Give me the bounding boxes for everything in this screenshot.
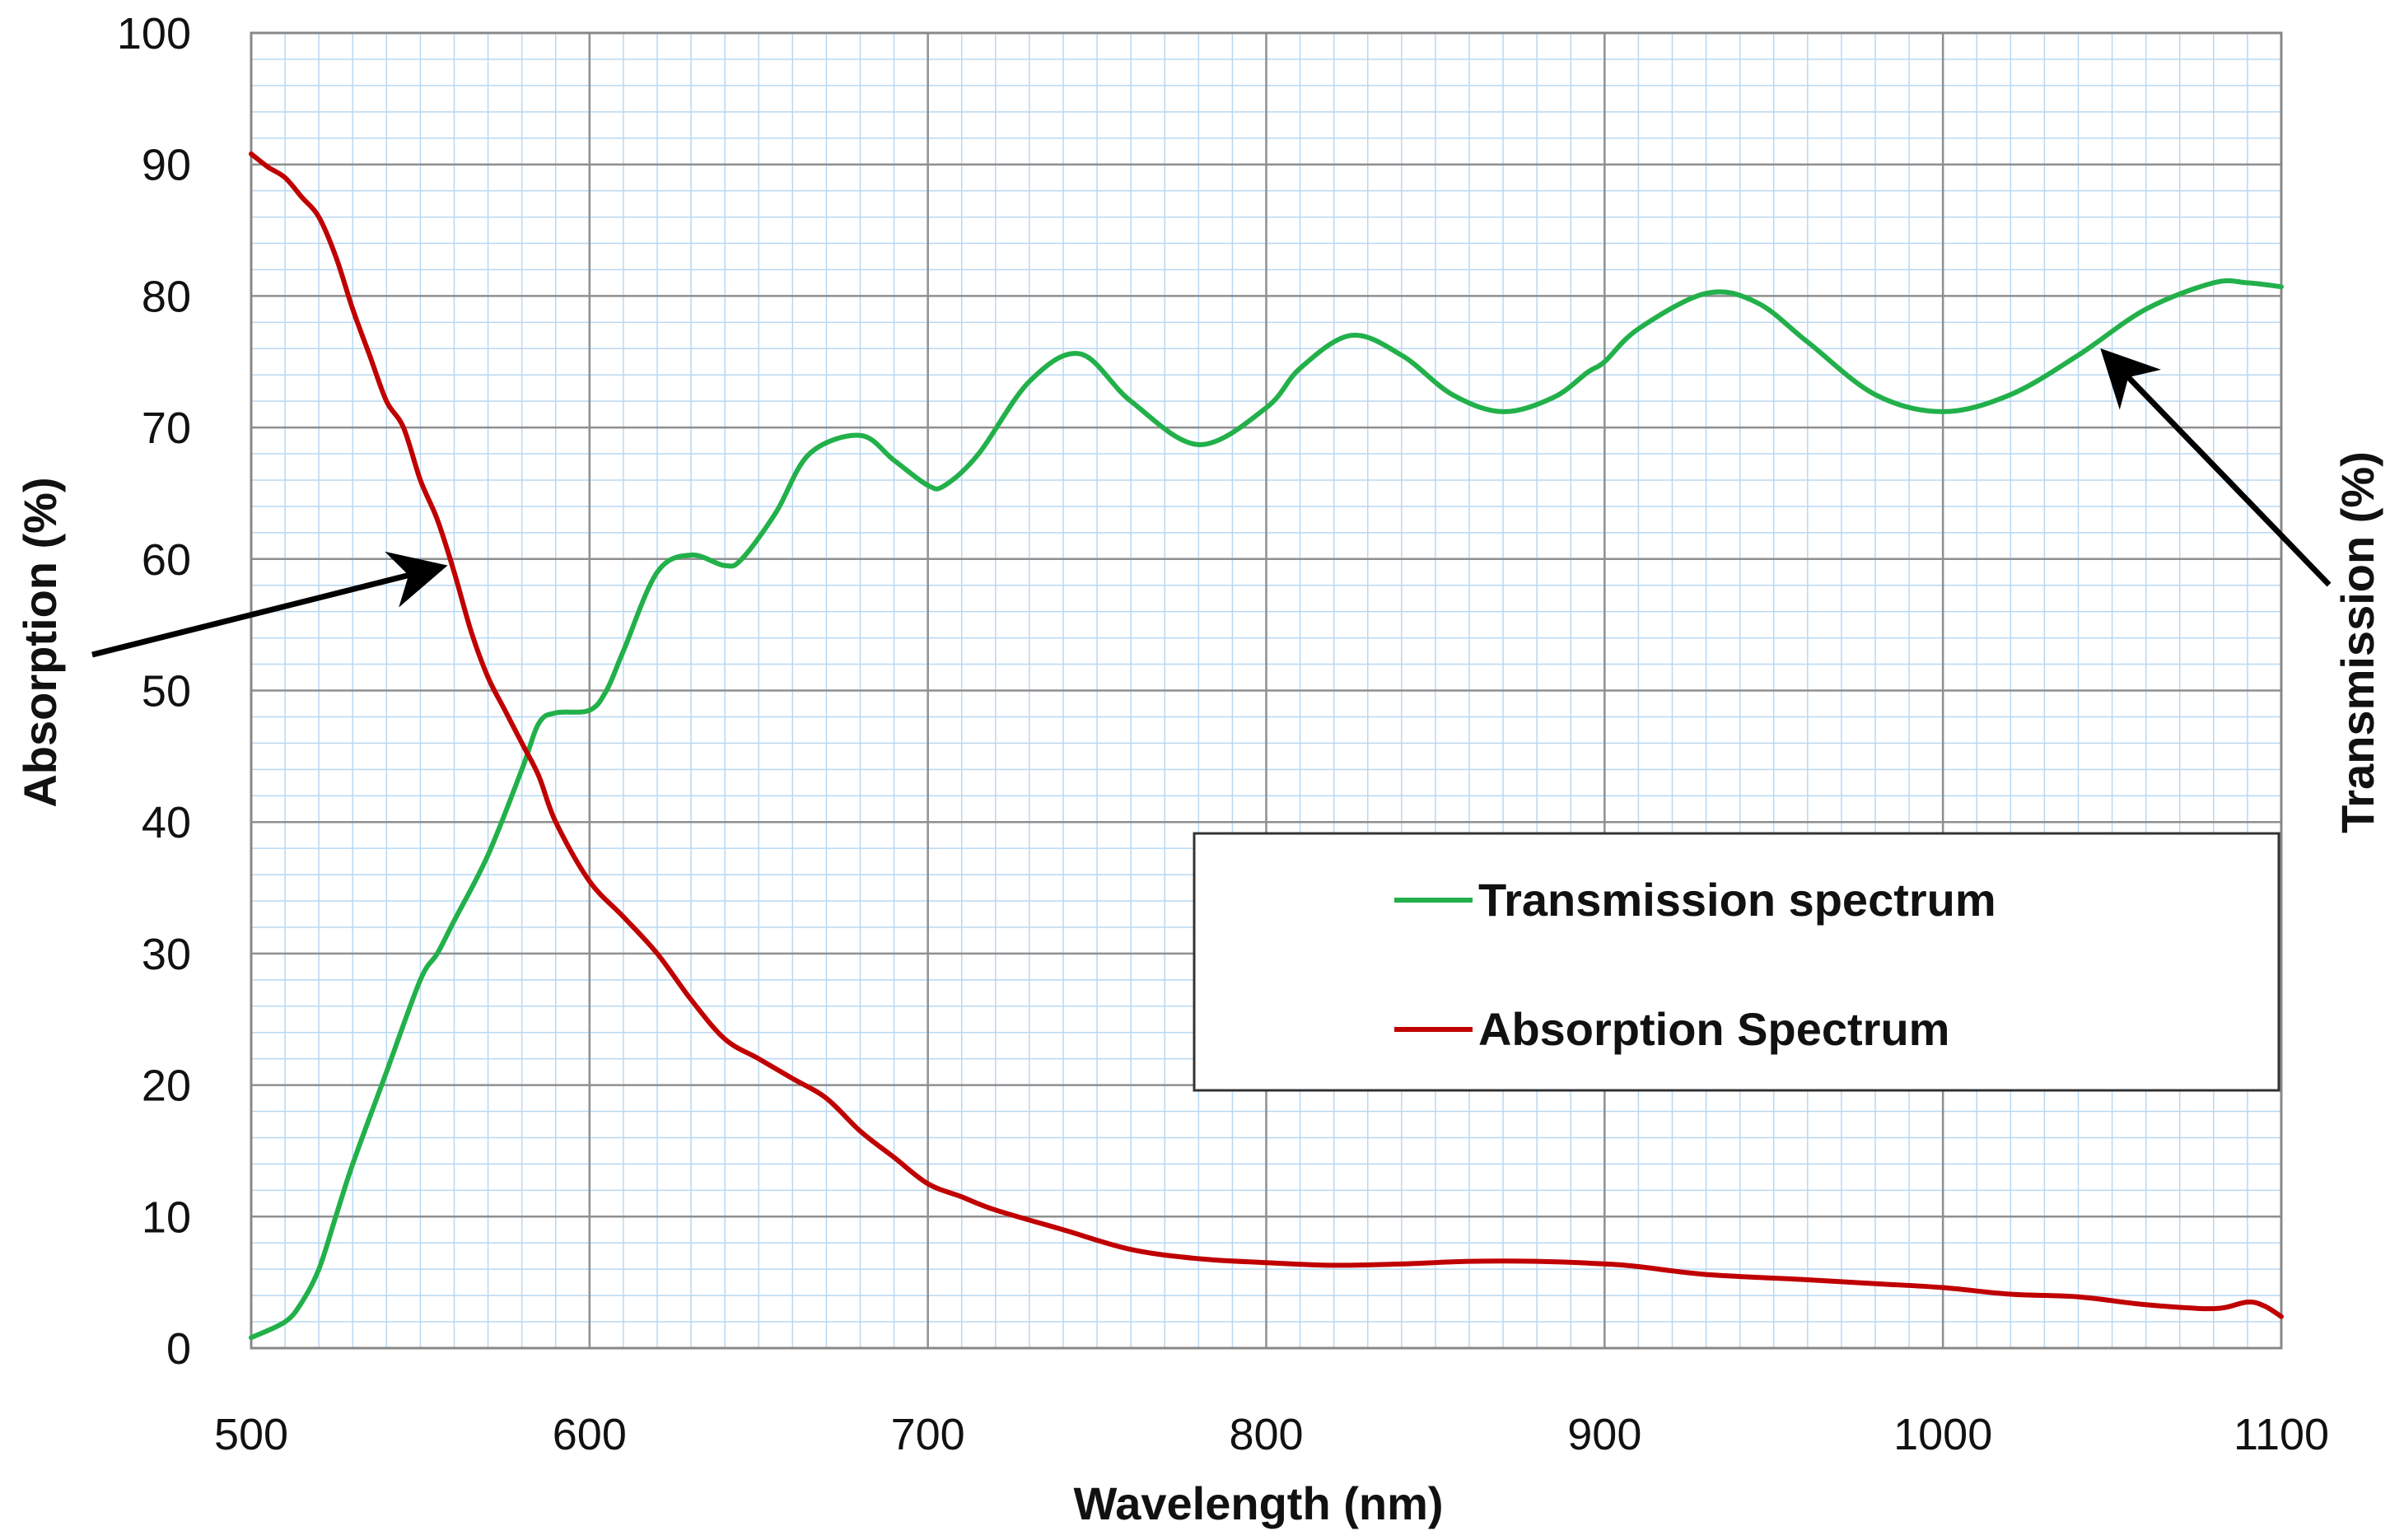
x-tick-label: 1000 [1893, 1410, 1992, 1459]
legend-label-absorption: Absorption Spectrum [1478, 1003, 1949, 1055]
y-tick-label: 90 [142, 141, 191, 190]
absorption-annotation-arrow [91, 551, 448, 658]
legend-label-transmission: Transmission spectrum [1478, 874, 1996, 926]
y-tick-label: 30 [142, 930, 191, 979]
y-tick-label: 20 [142, 1062, 191, 1111]
x-tick-label: 1100 [2234, 1410, 2329, 1459]
y-tick-label: 100 [117, 9, 191, 58]
transmission-annotation-arrow [2100, 348, 2332, 587]
y-tick-label: 10 [142, 1192, 191, 1242]
y-tick-labels: 0 10 20 30 40 50 60 70 80 90 100 [117, 9, 191, 1374]
y-tick-label: 80 [142, 272, 191, 321]
series-layer [249, 151, 2284, 1341]
y-tick-label: 40 [142, 798, 191, 847]
legend-box [1193, 832, 2280, 1092]
x-tick-label: 900 [1567, 1410, 1641, 1459]
y-tick-label: 60 [142, 535, 191, 585]
y-axis-title-right: Transmission (%) [2332, 451, 2383, 833]
x-tick-label: 700 [891, 1410, 965, 1459]
x-axis-title: Wavelength (nm) [1073, 1477, 1443, 1529]
x-tick-labels: 500 600 700 800 900 1000 1100 [214, 1410, 2329, 1459]
absorption-spectrum-line [249, 151, 2284, 1319]
y-tick-label: 50 [142, 667, 191, 716]
y-axis-title: Absorption (%) [14, 477, 66, 807]
y-tick-label: 70 [142, 404, 191, 453]
x-tick-label: 800 [1229, 1410, 1303, 1459]
transmission-spectrum-line [249, 278, 2284, 1341]
plot-frame [250, 31, 2283, 1350]
x-tick-label: 500 [214, 1410, 288, 1459]
y-tick-label: 0 [166, 1324, 191, 1374]
legend: Transmission spectrum Absorption Spectru… [1193, 832, 2280, 1092]
x-tick-label: 600 [553, 1410, 627, 1459]
